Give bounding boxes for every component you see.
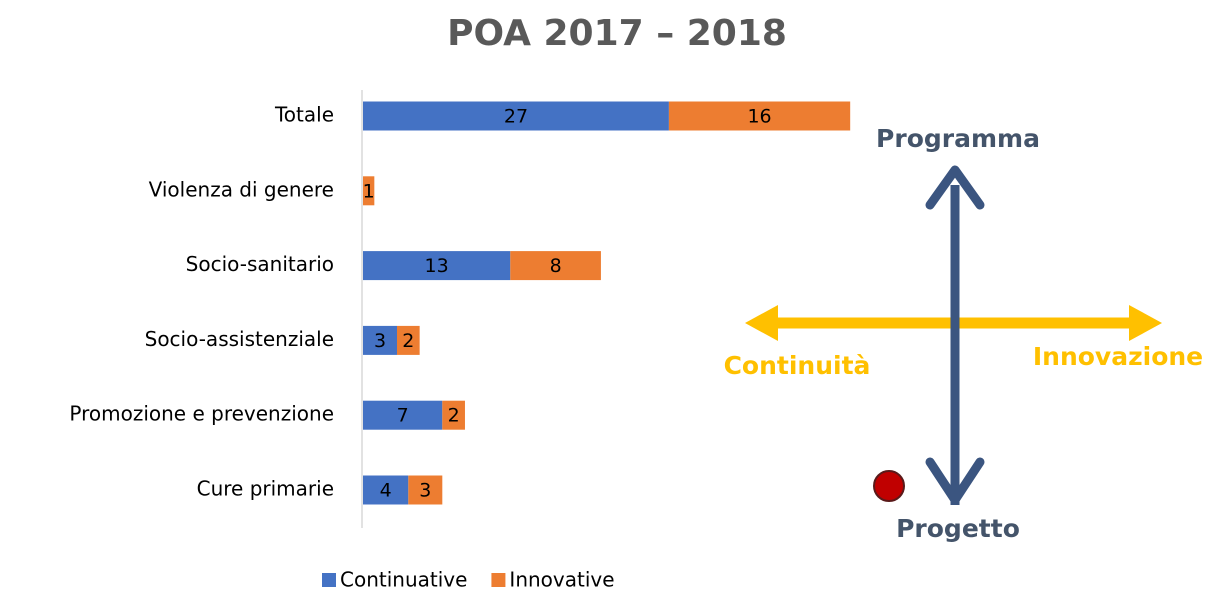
data-label: 1 — [363, 180, 375, 202]
annotation: Continuità — [724, 351, 871, 380]
bar — [396, 325, 420, 355]
data-label: 4 — [380, 480, 392, 502]
data-label: 3 — [419, 480, 431, 502]
data-label: 13 — [425, 255, 449, 277]
bar — [668, 101, 851, 131]
data-label: 2 — [402, 330, 414, 352]
bar — [363, 176, 375, 206]
bar — [510, 251, 601, 281]
annotation: Innovazione — [1033, 342, 1203, 371]
annotation: Programma — [876, 124, 1040, 153]
data-label: 7 — [397, 405, 409, 427]
bar — [442, 400, 465, 430]
data-label: 2 — [448, 405, 460, 427]
bar — [363, 325, 397, 355]
y-tick-label: Totale — [274, 103, 334, 127]
bar — [363, 101, 669, 131]
marker-dot — [873, 470, 905, 502]
data-label: 3 — [374, 330, 386, 352]
legend-swatch — [491, 573, 506, 587]
y-tick-label: Socio-assistenziale — [145, 327, 334, 351]
bar — [363, 475, 409, 505]
data-label: 16 — [747, 106, 771, 128]
y-tick-label: Violenza di genere — [149, 177, 334, 201]
chart-title: POA 2017 – 2018 — [447, 13, 787, 54]
legend-swatch — [322, 573, 336, 587]
legend-label: Innovative — [509, 568, 614, 592]
data-label: 8 — [550, 255, 562, 277]
y-tick-label: Promozione e prevenzione — [69, 402, 334, 426]
bar — [408, 475, 443, 505]
y-tick-label: Cure primarie — [197, 477, 334, 501]
legend-label: Continuative — [340, 568, 467, 592]
annotation: Progetto — [896, 514, 1020, 543]
bar — [363, 400, 443, 430]
data-label: 27 — [504, 106, 528, 128]
y-tick-label: Socio-sanitario — [186, 252, 334, 276]
bar — [363, 251, 511, 281]
vertical-arrow — [925, 165, 985, 505]
